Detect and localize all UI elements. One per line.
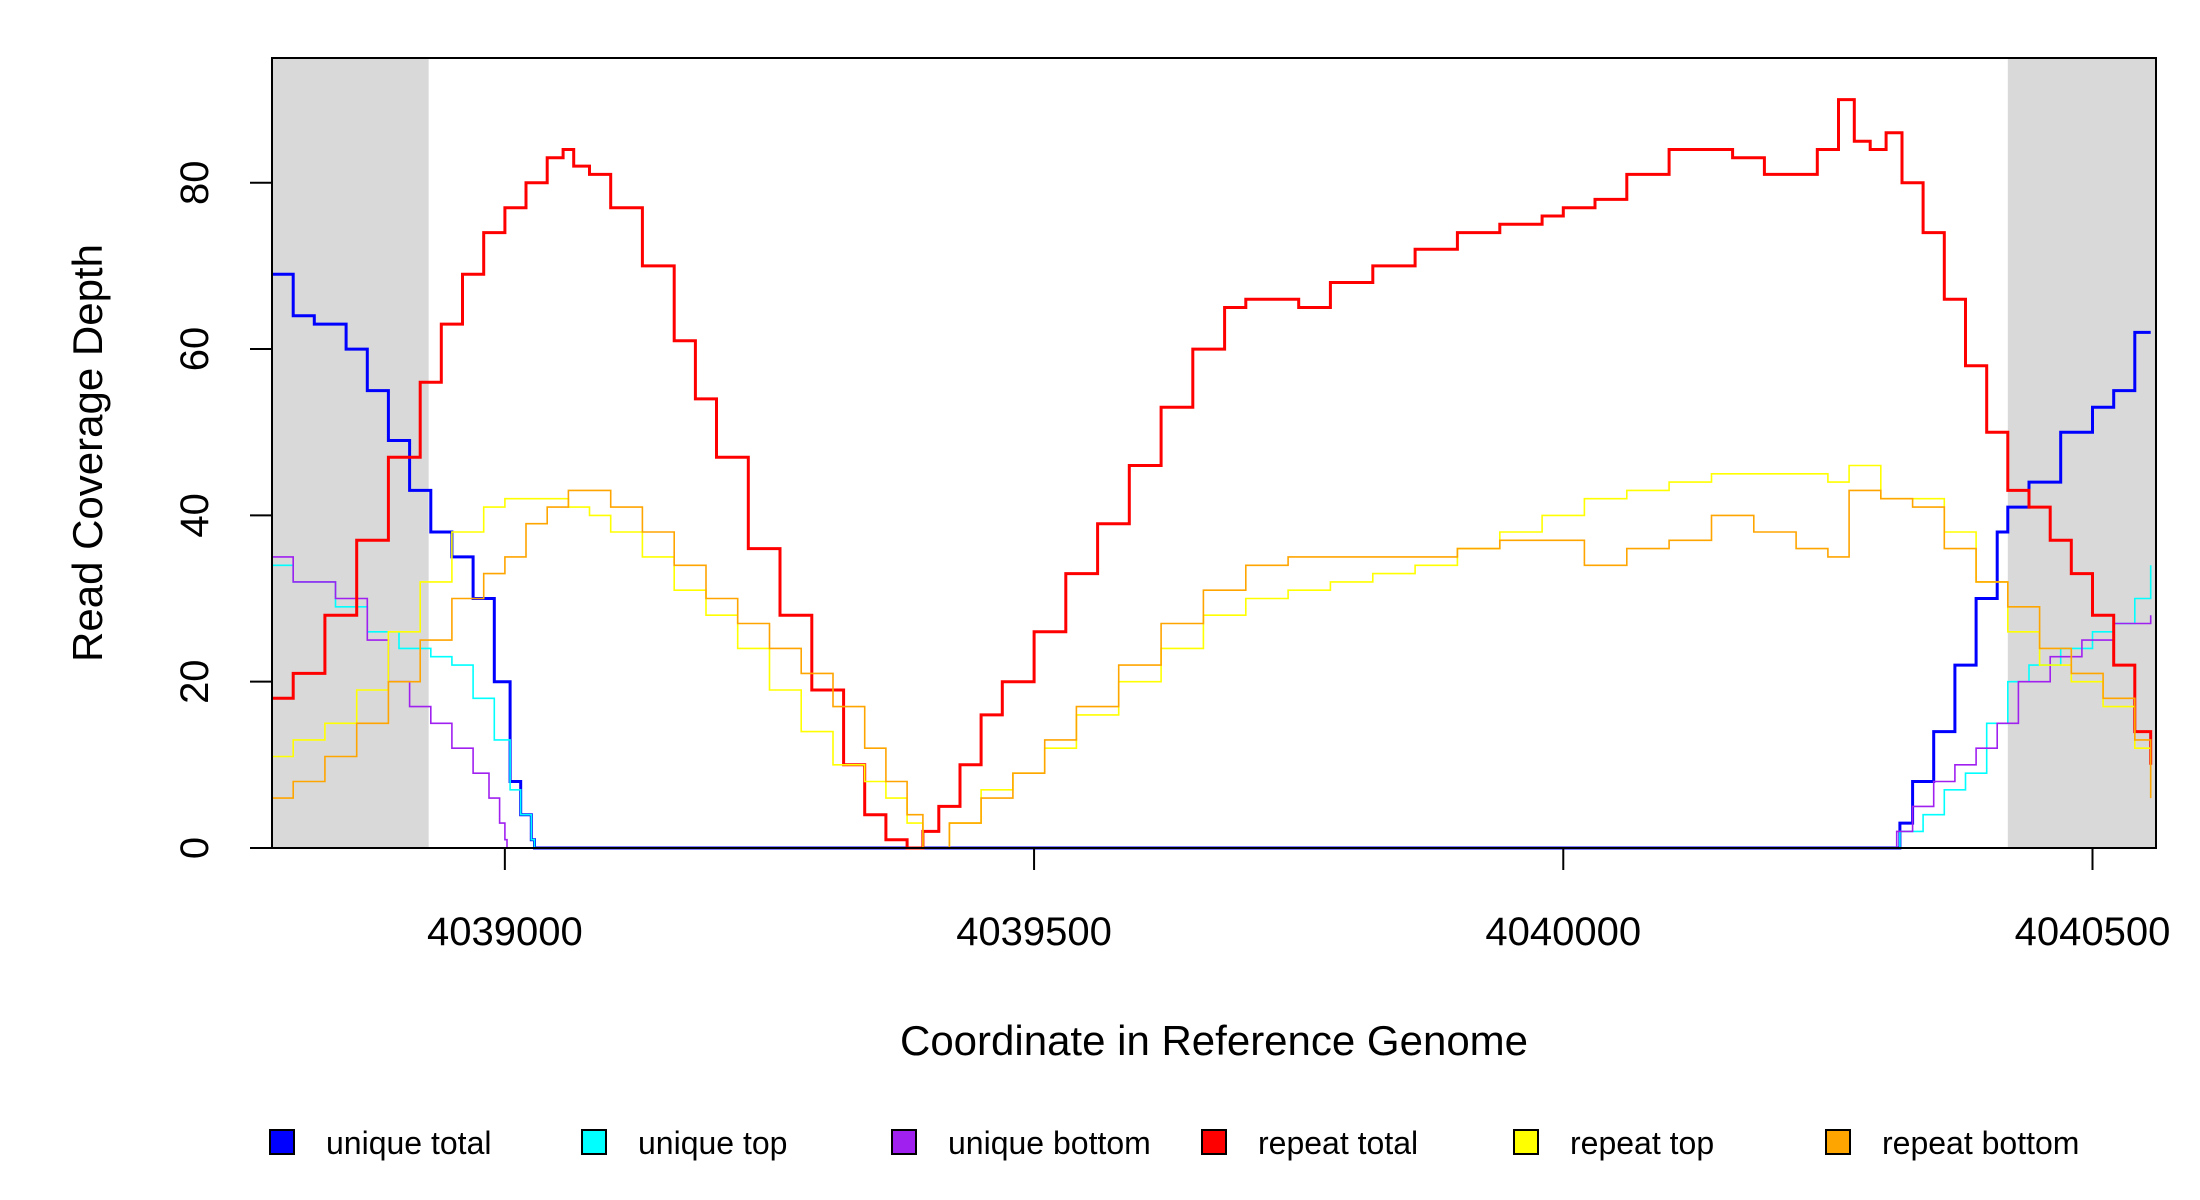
- legend-swatch: [1825, 1129, 1851, 1155]
- legend-item-unique-bottom: unique bottom: [891, 1125, 1151, 1161]
- x-tick-label: 4039000: [427, 910, 583, 954]
- legend-swatch: [891, 1129, 917, 1155]
- y-axis-title: Read Coverage Depth: [64, 244, 111, 662]
- shaded-regions: [272, 58, 2156, 848]
- y-tick-label: 20: [173, 659, 217, 704]
- legend-label: repeat total: [1258, 1125, 1418, 1161]
- x-tick-label: 4039500: [956, 910, 1112, 954]
- x-tick-label: 4040500: [2015, 910, 2171, 954]
- x-axis: 4039000 4039500 4040000 4040500: [427, 847, 2171, 954]
- legend-item-unique-top: unique top: [581, 1125, 787, 1161]
- y-tick-label: 0: [173, 837, 217, 859]
- series-line-repeat-total: [272, 98, 2153, 850]
- series-lines: [272, 98, 2153, 850]
- legend-swatch: [269, 1129, 295, 1155]
- x-axis-title: Coordinate in Reference Genome: [900, 1017, 1528, 1064]
- legend-label: unique bottom: [948, 1125, 1151, 1161]
- legend-swatch: [581, 1129, 607, 1155]
- y-axis: 0 20 40 60 80: [173, 160, 273, 859]
- series-line-unique-total: [272, 272, 2151, 850]
- y-tick-label: 60: [173, 327, 217, 372]
- shaded-region-2: [2007, 58, 2156, 848]
- legend-item-repeat-top: repeat top: [1513, 1125, 1714, 1161]
- legend-label: repeat bottom: [1882, 1125, 2079, 1161]
- legend: unique total unique top unique bottom repea…: [269, 1125, 2079, 1161]
- series-line-unique-bottom: [272, 556, 2152, 849]
- y-tick-label: 40: [173, 493, 217, 538]
- series-line-unique-top: [272, 564, 2152, 849]
- legend-label: unique total: [326, 1125, 491, 1161]
- x-tick-label: 4040000: [1485, 910, 1641, 954]
- plot-frame: [271, 57, 2157, 849]
- series-line-repeat-top: [272, 464, 2152, 849]
- legend-swatch: [1201, 1129, 1227, 1155]
- legend-label: repeat top: [1570, 1125, 1714, 1161]
- series-line-repeat-bottom: [272, 489, 2152, 849]
- shaded-region-1: [272, 58, 429, 848]
- y-tick-label: 80: [173, 160, 217, 205]
- legend-item-repeat-bottom: repeat bottom: [1825, 1125, 2079, 1161]
- legend-item-repeat-total: repeat total: [1201, 1125, 1418, 1161]
- legend-swatch: [1513, 1129, 1539, 1155]
- legend-item-unique-total: unique total: [269, 1125, 491, 1161]
- legend-label: unique top: [638, 1125, 787, 1161]
